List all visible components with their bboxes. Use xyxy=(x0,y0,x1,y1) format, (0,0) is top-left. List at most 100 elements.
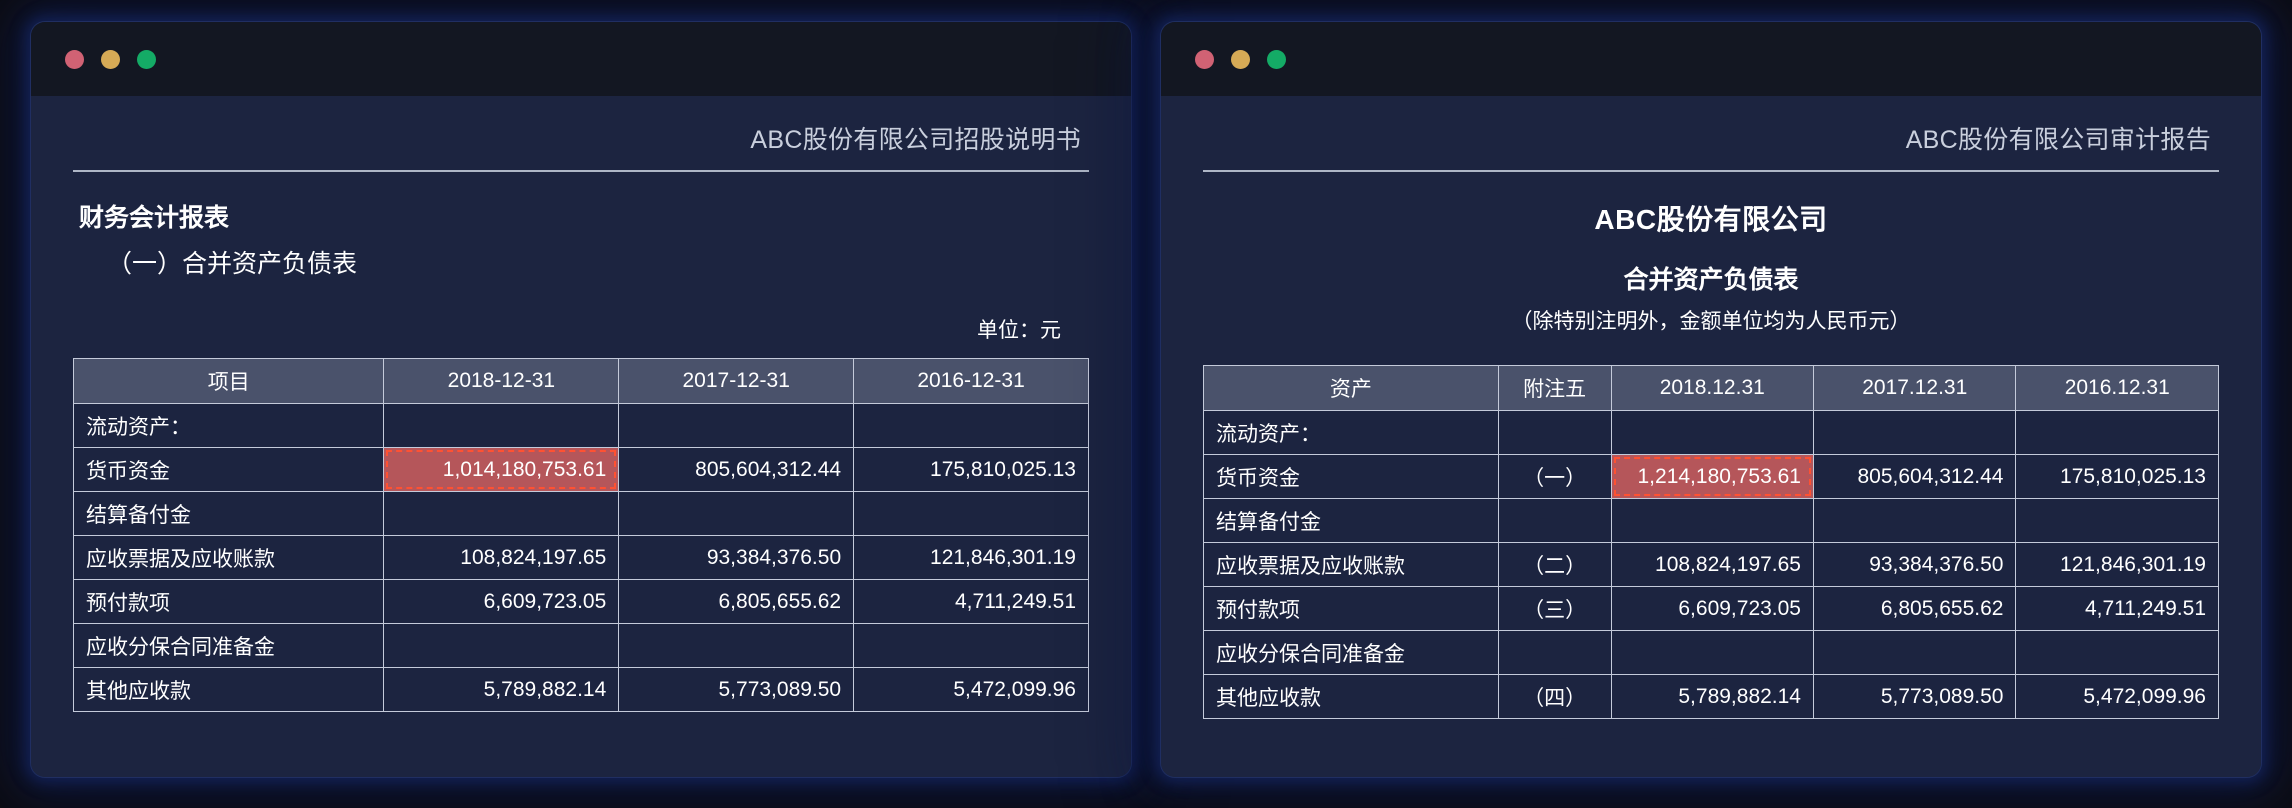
minimize-icon[interactable] xyxy=(1231,49,1250,69)
column-header-3: 2016-12-31 xyxy=(853,358,1089,404)
row-label: 结算备付金 xyxy=(72,491,385,536)
table-body-left: 流动资产： 货币资金 1,014,180,753.61 805,604,312.44 1… xyxy=(72,403,1089,712)
table-row: 货币资金 1,014,180,753.61 805,604,312.44 175,81… xyxy=(72,447,1089,492)
value-cell xyxy=(1812,630,2017,675)
table-row: 应收票据及应收账款 108,824,197.65 93,384,376.50 121,… xyxy=(72,535,1089,580)
value-cell xyxy=(1610,498,1815,543)
value-cell xyxy=(2015,410,2219,455)
minimize-icon[interactable] xyxy=(101,49,120,69)
value-cell: 108,824,197.65 xyxy=(1610,542,1815,587)
balance-sheet-table-right: 资产 附注五 2018.12.31 2017.12.31 2016.12.31 流动资产… xyxy=(1203,365,2219,719)
running-header-prospectus: ABC股份有限公司招股说明书 xyxy=(750,126,1081,154)
row-label: 流动资产： xyxy=(72,403,385,448)
column-header-4: 2016.12.31 xyxy=(2015,365,2219,411)
value-cell xyxy=(1812,498,2017,543)
note-reference-cell xyxy=(1497,630,1612,675)
note-reference-cell: （二） xyxy=(1497,542,1612,587)
value-cell: 5,472,099.96 xyxy=(853,667,1089,712)
column-header-0: 资产 xyxy=(1203,365,1499,411)
note-reference-cell: （四） xyxy=(1497,674,1612,719)
value-cell xyxy=(618,403,855,448)
table-header-row: 项目 2018-12-31 2017-12-31 2016-12-31 xyxy=(72,358,1089,404)
highlighted-value-cell[interactable]: 1,214,180,753.61 xyxy=(1610,454,1815,499)
header-divider xyxy=(1203,170,2219,172)
titlebar-prospectus[interactable] xyxy=(31,22,1131,96)
row-label: 预付款项 xyxy=(1203,586,1499,631)
value-cell: 93,384,376.50 xyxy=(1812,542,2017,587)
column-header-3: 2017.12.31 xyxy=(1812,365,2017,411)
value-cell xyxy=(853,623,1089,668)
value-cell xyxy=(383,491,620,536)
value-cell: 4,711,249.51 xyxy=(2015,586,2219,631)
value-cell: 5,773,089.50 xyxy=(618,667,855,712)
maximize-icon[interactable] xyxy=(137,49,156,69)
value-cell: 6,609,723.05 xyxy=(1610,586,1815,631)
row-label: 预付款项 xyxy=(72,579,385,624)
value-cell xyxy=(1812,410,2017,455)
note-reference-cell: （一） xyxy=(1497,454,1612,499)
row-label: 其他应收款 xyxy=(1203,674,1499,719)
row-label: 结算备付金 xyxy=(1203,498,1499,543)
company-title: ABC股份有限公司 xyxy=(1594,204,1828,235)
column-header-1: 2018-12-31 xyxy=(383,358,620,404)
value-cell xyxy=(853,403,1089,448)
maximize-icon[interactable] xyxy=(1267,49,1286,69)
table-header-row: 资产 附注五 2018.12.31 2017.12.31 2016.12.31 xyxy=(1203,365,2219,411)
table-row: 结算备付金 xyxy=(1203,498,2219,543)
column-header-1: 附注五 xyxy=(1497,365,1612,411)
balance-sheet-table-left: 项目 2018-12-31 2017-12-31 2016-12-31 流动资产： 货币… xyxy=(72,358,1089,712)
sub-section-title: （一）合并资产负债表 xyxy=(107,250,358,278)
table-row: 结算备付金 xyxy=(72,491,1089,536)
row-label: 应收票据及应收账款 xyxy=(72,535,385,580)
close-icon[interactable] xyxy=(1195,49,1214,69)
row-label: 流动资产： xyxy=(1203,410,1499,455)
value-cell: 6,609,723.05 xyxy=(383,579,620,624)
value-cell xyxy=(618,491,855,536)
column-header-2: 2018.12.31 xyxy=(1610,365,1815,411)
value-cell xyxy=(1610,410,1815,455)
column-header-0: 项目 xyxy=(72,358,385,404)
value-cell xyxy=(853,491,1089,536)
note-reference-cell xyxy=(1497,410,1612,455)
value-cell xyxy=(383,623,620,668)
note-reference-cell xyxy=(1497,498,1612,543)
running-header-audit-report: ABC股份有限公司审计报告 xyxy=(1905,126,2211,154)
table-row: 预付款项 （三） 6,609,723.05 6,805,655.62 4,711,249… xyxy=(1203,586,2219,631)
note-reference-cell: （三） xyxy=(1497,586,1612,631)
value-cell: 108,824,197.65 xyxy=(383,535,620,580)
column-header-2: 2017-12-31 xyxy=(618,358,855,404)
value-cell: 4,711,249.51 xyxy=(853,579,1089,624)
table-row: 应收分保合同准备金 xyxy=(1203,630,2219,675)
table-row: 货币资金 （一） 1,214,180,753.61 805,604,312.44 175… xyxy=(1203,454,2219,499)
value-cell: 5,472,099.96 xyxy=(2015,674,2219,719)
header-divider xyxy=(73,170,1089,172)
table-row: 预付款项 6,609,723.05 6,805,655.62 4,711,249.51 xyxy=(72,579,1089,624)
value-cell: 121,846,301.19 xyxy=(853,535,1089,580)
value-cell: 121,846,301.19 xyxy=(2015,542,2219,587)
unit-label: 单位：元 xyxy=(977,319,1061,342)
close-icon[interactable] xyxy=(65,49,84,69)
table-body-right: 流动资产： 货币资金 （一） 1,214,180,753.61 805,604,312.… xyxy=(1203,410,2219,719)
value-cell: 175,810,025.13 xyxy=(2015,454,2219,499)
table-head-left: 项目 2018-12-31 2017-12-31 2016-12-31 xyxy=(72,358,1089,404)
row-label: 应收分保合同准备金 xyxy=(1203,630,1499,675)
value-cell: 93,384,376.50 xyxy=(618,535,855,580)
balance-sheet-table-wrapper-right: 资产 附注五 2018.12.31 2017.12.31 2016.12.31 流动资产… xyxy=(1203,365,2219,719)
highlighted-value-cell[interactable]: 1,014,180,753.61 xyxy=(383,447,620,492)
statement-title: 合并资产负债表 xyxy=(1623,266,1799,294)
table-head-right: 资产 附注五 2018.12.31 2017.12.31 2016.12.31 xyxy=(1203,365,2219,411)
titlebar-audit-report[interactable] xyxy=(1161,22,2261,96)
value-cell: 6,805,655.62 xyxy=(618,579,855,624)
table-row: 流动资产： xyxy=(72,403,1089,448)
value-cell: 5,789,882.14 xyxy=(1610,674,1815,719)
table-row: 应收票据及应收账款 （二） 108,824,197.65 93,384,376.50 1… xyxy=(1203,542,2219,587)
value-cell xyxy=(2015,498,2219,543)
balance-sheet-table-wrapper-left: 项目 2018-12-31 2017-12-31 2016-12-31 流动资产： 货币… xyxy=(72,358,1089,712)
row-label: 货币资金 xyxy=(72,447,385,492)
row-label: 应收票据及应收账款 xyxy=(1203,542,1499,587)
row-label: 应收分保合同准备金 xyxy=(72,623,385,668)
value-cell xyxy=(618,623,855,668)
value-cell: 805,604,312.44 xyxy=(1812,454,2017,499)
traffic-lights-prospectus xyxy=(65,49,156,69)
